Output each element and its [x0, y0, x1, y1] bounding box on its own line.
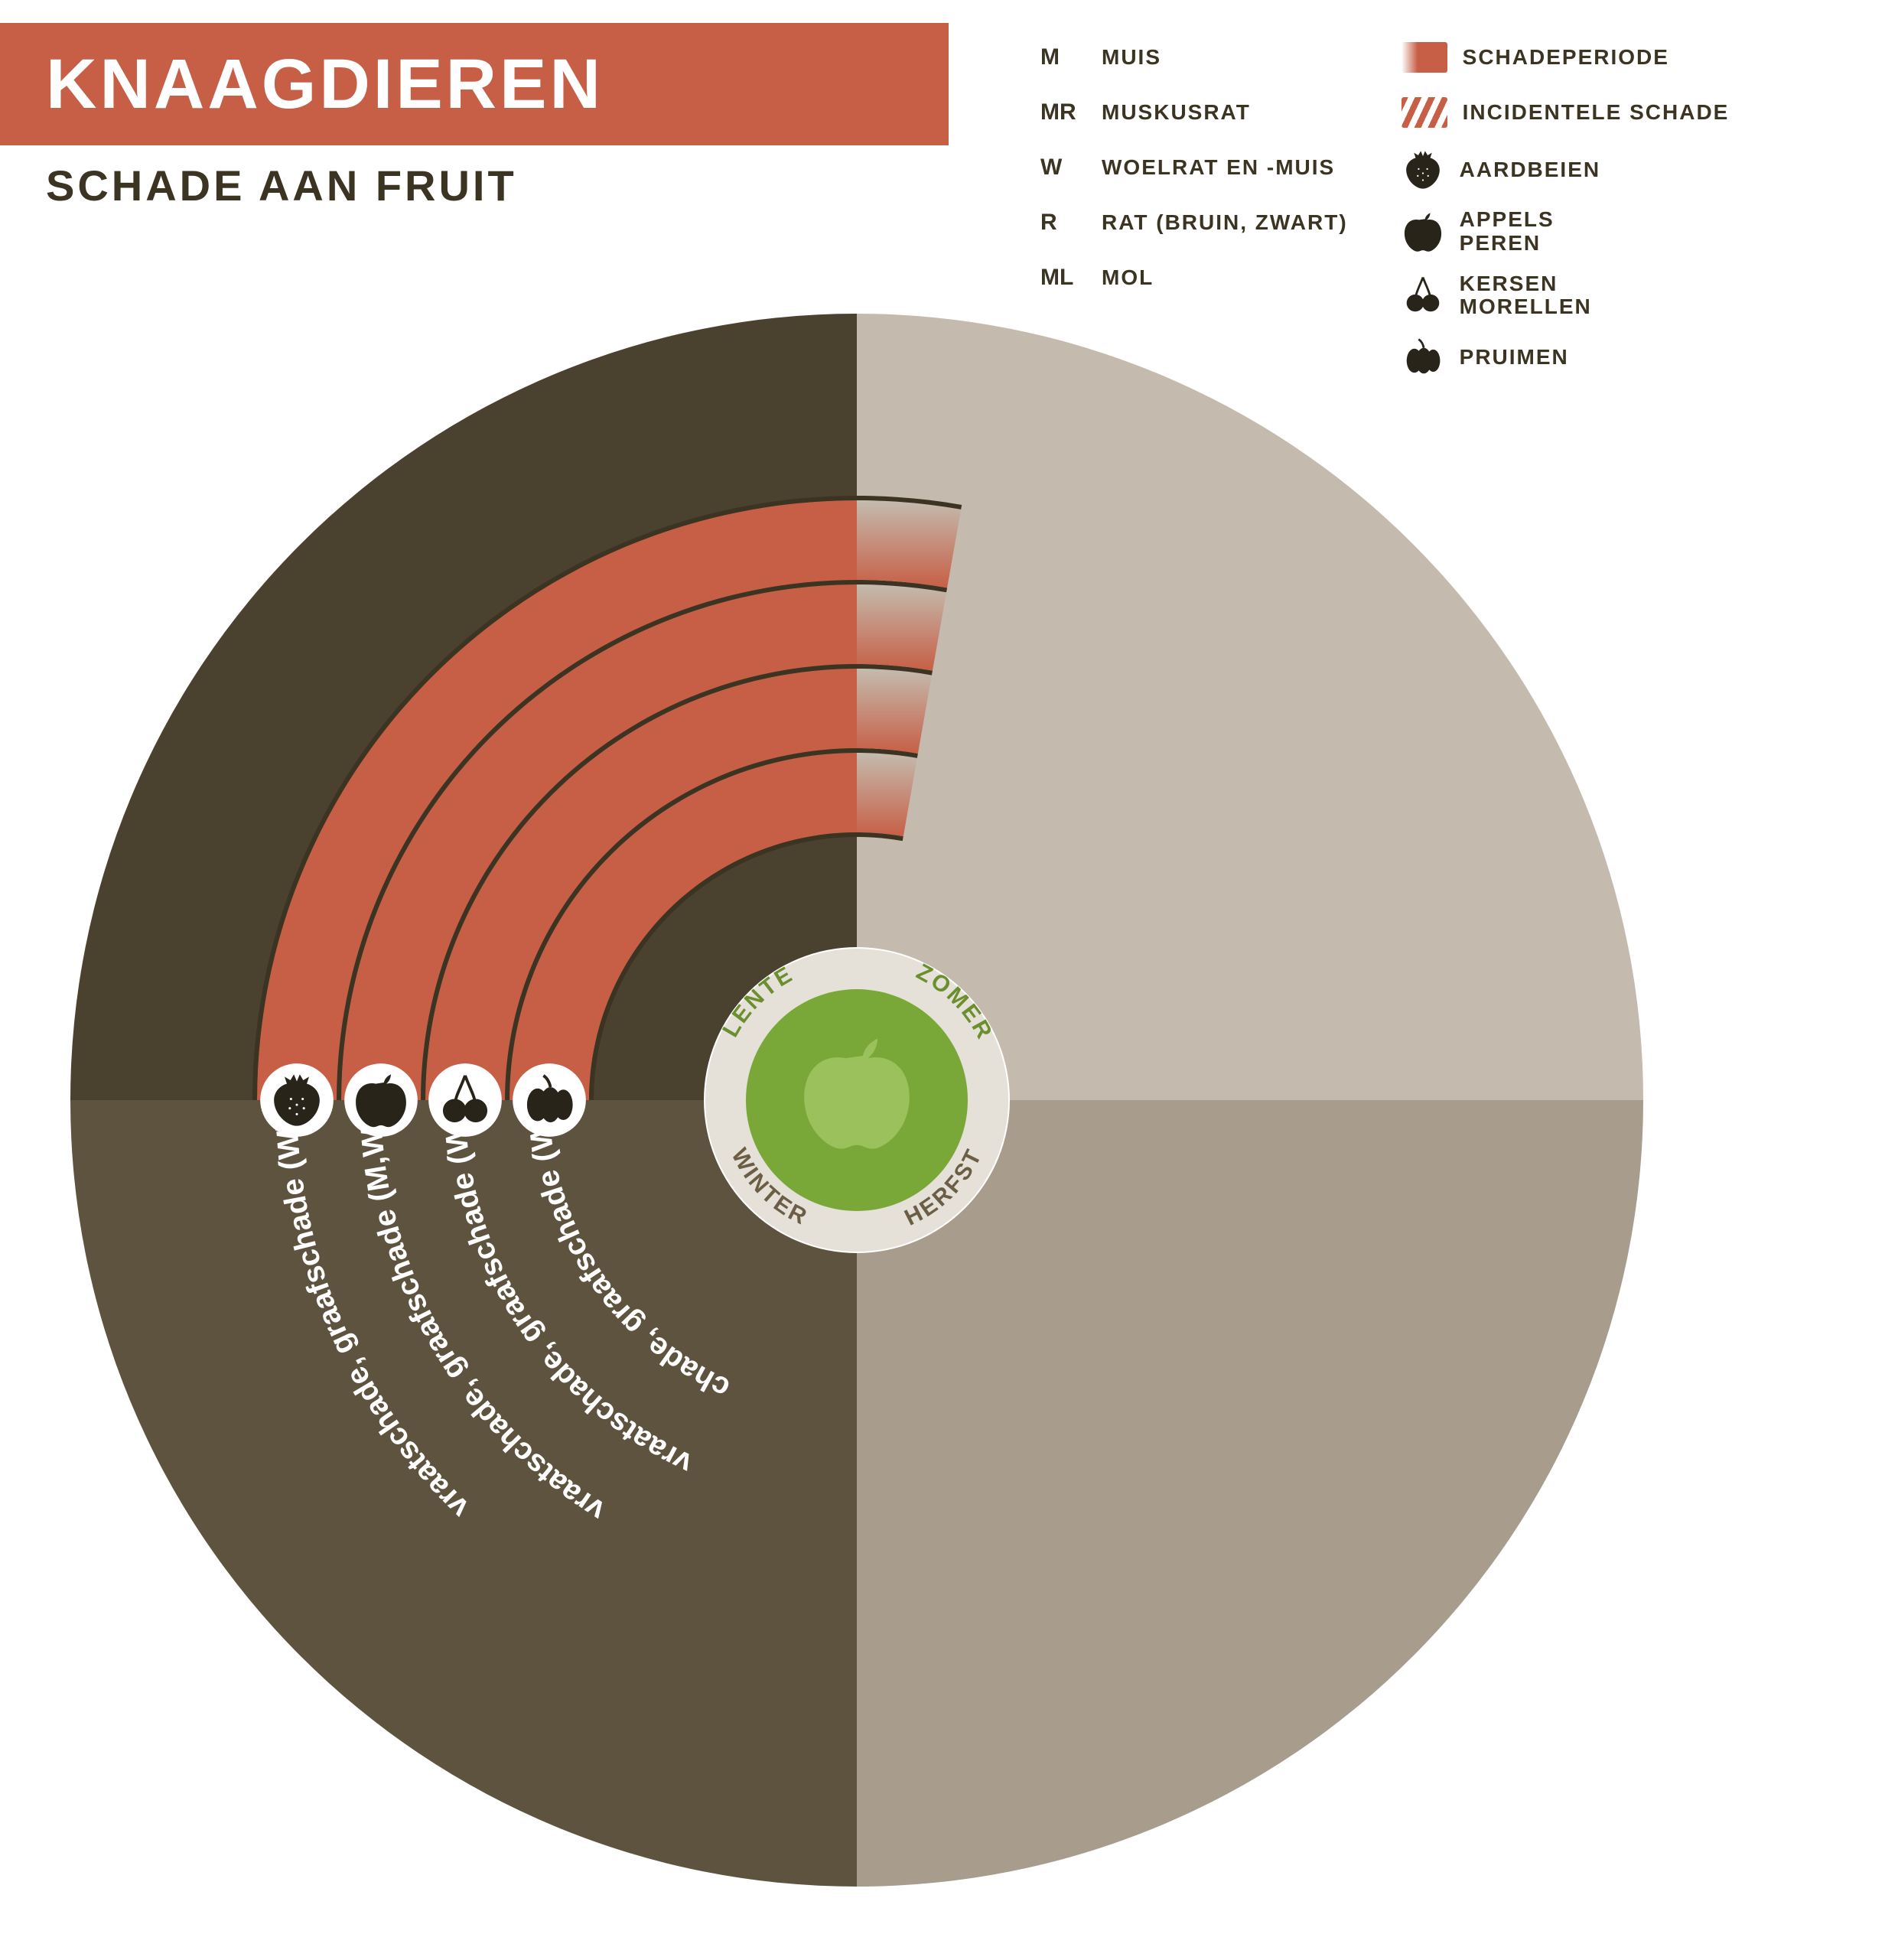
- swatch-incidental: [1402, 97, 1447, 128]
- legend-label: APPELS: [1460, 208, 1555, 232]
- legend-fruit-row: KERSENMORELLEN: [1402, 272, 1730, 320]
- legend-fruit-row: APPELSPEREN: [1402, 208, 1730, 256]
- legend-code: ML: [1040, 265, 1086, 291]
- legend-fruit-row: AARDBEIEN: [1402, 148, 1730, 191]
- damage-arc-fade: [857, 584, 946, 671]
- legend-species-row: W WOELRAT EN -MUIS: [1040, 148, 1348, 187]
- apple-icon: [1402, 210, 1444, 253]
- page-subtitle: SCHADE AAN FRUIT: [46, 161, 517, 210]
- legend-code: M: [1040, 44, 1086, 70]
- legend-species-row: R RAT (BRUIN, ZWART): [1040, 203, 1348, 242]
- legend-label: MUIS: [1102, 45, 1161, 70]
- season-wheel-chart: vraatschade, graafschade (W)vraatschade,…: [70, 314, 1643, 1887]
- legend-label: MOL: [1102, 265, 1154, 290]
- legend-damage-row: INCIDENTELE SCHADE: [1402, 93, 1730, 132]
- page-title: KNAAGDIEREN: [46, 44, 604, 125]
- season-quadrant-lente: [857, 314, 1643, 1100]
- legend-species-row: MR MUSKUSRAT: [1040, 93, 1348, 132]
- legend-species-row: M MUIS: [1040, 38, 1348, 77]
- legend-damage-row: SCHADEPERIODE: [1402, 38, 1730, 77]
- legend-label: WOELRAT EN -MUIS: [1102, 155, 1335, 180]
- season-quadrant-zomer: [857, 1100, 1643, 1887]
- legend-label: KERSEN: [1460, 272, 1592, 296]
- legend-label: SCHADEPERIODE: [1463, 45, 1669, 70]
- strawberry-icon: [1402, 148, 1444, 191]
- title-bar: KNAAGDIEREN: [0, 23, 949, 145]
- legend-label: RAT (BRUIN, ZWART): [1102, 210, 1348, 235]
- swatch-damage-period: [1402, 42, 1447, 73]
- legend-label: MUSKUSRAT: [1102, 100, 1251, 125]
- legend-code: R: [1040, 210, 1086, 236]
- damage-arc-fade: [857, 500, 961, 588]
- legend-code: MR: [1040, 99, 1086, 125]
- arc-icon-circle: [428, 1063, 502, 1137]
- cherries-icon: [1402, 274, 1444, 317]
- legend-species-row: ML MOL: [1040, 259, 1348, 297]
- legend-label: PEREN: [1460, 232, 1555, 256]
- legend-code: W: [1040, 155, 1086, 181]
- legend-label: INCIDENTELE SCHADE: [1463, 100, 1730, 125]
- legend-label: AARDBEIEN: [1460, 158, 1600, 182]
